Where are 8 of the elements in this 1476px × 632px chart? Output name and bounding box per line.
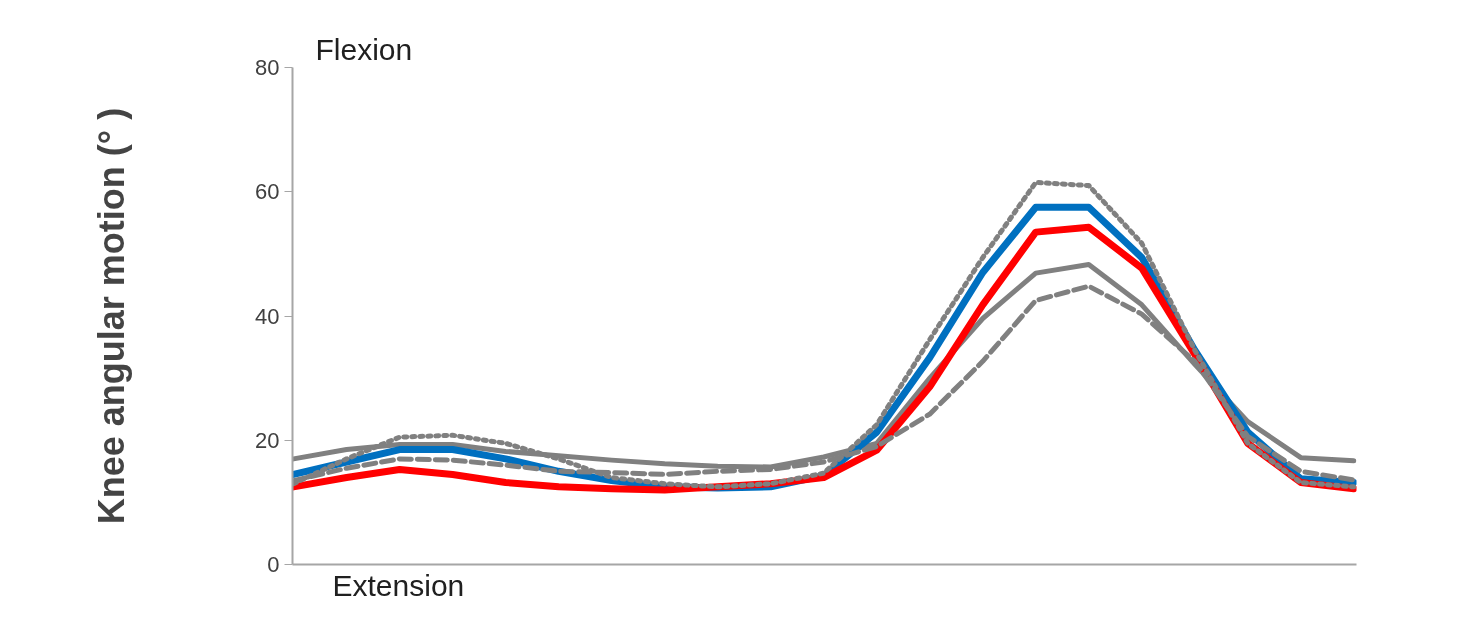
y-tick-label: 20 xyxy=(255,427,280,453)
y-tick-label: 80 xyxy=(255,55,280,80)
y-tick-label: 60 xyxy=(255,179,280,205)
y-tick-label: 0 xyxy=(267,552,280,577)
text: Flexion xyxy=(315,32,413,66)
y-axis-title: Knee angular motion (° ) xyxy=(91,107,133,525)
y-tick-label: 40 xyxy=(255,303,280,329)
text: Extension xyxy=(332,568,465,602)
